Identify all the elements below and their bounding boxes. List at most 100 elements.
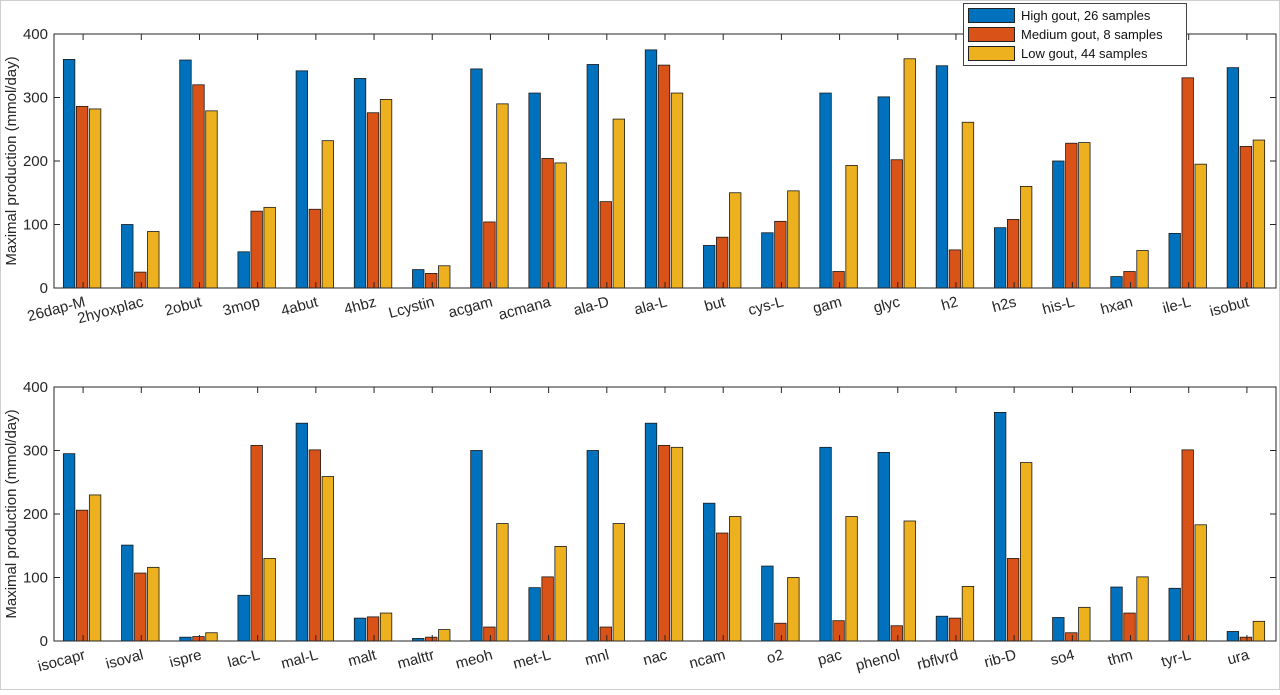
panel1-bar-his-L-s3 [1078, 142, 1091, 289]
panel1-bar-isobut-s3 [1252, 139, 1266, 289]
panel1-bar-Lcystin-s1 [412, 269, 425, 289]
panel1-bar-glyc-s1 [877, 96, 890, 289]
panel2-bar-nac-s3 [670, 446, 684, 642]
panel2-x-tick-label: ura [1226, 646, 1252, 668]
panel1-bar-h2-s2 [948, 249, 962, 289]
panel2-x-tick-label: ncam [687, 646, 727, 672]
panel1-y-tick-label: 400 [23, 26, 48, 43]
panel2-x-tick-label: isocapr [36, 646, 87, 675]
panel1-bar-isobut-s2 [1239, 145, 1253, 289]
panel2-bar-so4-s1 [1052, 617, 1065, 642]
legend-swatch-low [968, 46, 1015, 61]
panel2-bar-malttr-s3 [438, 629, 451, 642]
panel1-bar-2obut-s2 [192, 84, 205, 289]
panel1-bar-Lcystin-s3 [438, 265, 451, 289]
panel2-x-tick-label: phenol [854, 646, 902, 674]
panel1-x-tick-label: his-L [1041, 293, 1077, 318]
panel2-x-tick-label: nac [641, 646, 669, 669]
panel1-bar-gam-s3 [845, 165, 858, 289]
panel1-bar-glyc-s2 [890, 159, 903, 289]
panel2-bar-isoval-s2 [134, 572, 147, 642]
panel1-bar-acgam-s2 [483, 221, 496, 289]
legend-label-medium: Medium gout, 8 samples [1021, 27, 1163, 42]
panel2-bar-malt-s3 [379, 612, 393, 642]
panel2-x-tick-label: rib-D [982, 646, 1018, 671]
panel2-x-tick-label: tyr-L [1159, 646, 1192, 670]
panel1-bar-hxan-s2 [1123, 271, 1136, 289]
legend-label-low: Low gout, 44 samples [1021, 46, 1148, 61]
panel2-bar-malt-s1 [353, 617, 367, 642]
panel1-x-tick-label: acmana [497, 293, 554, 323]
panel2-bar-tyr-L-s3 [1194, 524, 1207, 642]
panel1-y-tick-label: 300 [23, 90, 48, 107]
panel1-x-tick-label: isobut [1208, 293, 1252, 320]
panel1-bar-gam-s1 [819, 92, 832, 289]
legend-swatch-high [968, 8, 1015, 23]
panel1-bar-cys-L-s2 [774, 220, 787, 289]
panel2-bar-tyr-L-s1 [1168, 587, 1181, 642]
panel2-x-tick-label: met-L [511, 646, 552, 672]
panel1-bar-ala-L-s3 [670, 92, 684, 289]
panel2-bar-pac-s1 [819, 446, 832, 642]
panel1-bar-4abut-s1 [295, 70, 309, 289]
panel1-y-tick-label: 0 [40, 280, 48, 297]
panel2-bar-ncam-s2 [716, 532, 729, 642]
panel2-bar-isoval-s1 [121, 544, 134, 642]
panel2-bar-rbflvrd-s2 [948, 617, 962, 642]
panel1-x-tick-label: gam [811, 293, 844, 317]
panel2-x-tick-label: mal-L [279, 646, 320, 672]
panel2-bar-meoh-s1 [470, 450, 483, 642]
panel2-bar-isocapr-s2 [75, 509, 89, 642]
panel1-bar-his-L-s1 [1052, 160, 1065, 289]
panel1-axes-frame [53, 33, 1277, 289]
panel2-bar-mal-L-s3 [321, 476, 335, 642]
panel2-bar-nac-s1 [644, 422, 658, 642]
panel2-x-tick-label: thm [1106, 646, 1135, 669]
panel2-bar-met-L-s3 [554, 545, 567, 642]
panel2-bar-thm-s2 [1123, 612, 1136, 642]
panel2-bar-so4-s2 [1065, 632, 1078, 642]
panel2-bar-thm-s1 [1110, 586, 1123, 642]
panel2-bar-ura-s2 [1239, 636, 1253, 642]
panel1-bar-3mop-s2 [250, 210, 263, 289]
panel1-bar-isobut-s1 [1226, 67, 1240, 289]
panel2-x-tick-label: mnl [583, 646, 611, 669]
panel2-bar-met-L-s2 [541, 576, 554, 642]
panel1-bar-ile-L-s1 [1168, 232, 1181, 289]
panel2-bar-mal-L-s2 [308, 449, 322, 642]
panel1-bar-but-s2 [716, 236, 729, 289]
panel2-x-tick-label: so4 [1049, 646, 1077, 669]
panel2-bar-mnl-s1 [586, 450, 599, 642]
panel2-bar-rbflvrd-s3 [961, 585, 975, 642]
legend-label-high: High gout, 26 samples [1021, 8, 1151, 23]
panel2-bar-meoh-s2 [483, 626, 496, 642]
panel1-bar-hxan-s1 [1110, 276, 1123, 289]
panel2-x-tick-label: pac [816, 646, 844, 669]
panel2-bar-lac-L-s2 [250, 445, 263, 642]
panel2-bar-meoh-s3 [496, 523, 509, 642]
panel2-bar-malt-s2 [366, 616, 380, 642]
panel1-x-tick-label: cys-L [746, 293, 785, 319]
panel1-bar-4hbz-s3 [379, 99, 393, 289]
panel1-bar-2obut-s1 [179, 59, 192, 289]
panel1-bar-cys-L-s1 [761, 232, 774, 289]
panel2-bar-mnl-s2 [599, 626, 612, 642]
panel1-x-tick-label: 4hbz [342, 293, 378, 318]
panel1-x-tick-label: acgam [447, 293, 495, 321]
panel1-bar-4hbz-s1 [353, 78, 367, 289]
panel2-bar-phenol-s1 [877, 452, 890, 642]
panel2-bar-so4-s3 [1078, 606, 1091, 642]
panel2-bar-o2-s3 [787, 577, 800, 642]
panel1-bar-4hbz-s2 [366, 112, 380, 289]
legend-entry-high: High gout, 26 samples [968, 7, 1150, 24]
panel2-bar-ura-s3 [1252, 620, 1266, 642]
panel2-bar-pac-s3 [845, 516, 858, 642]
panel1-y-tick-label: 100 [23, 217, 48, 234]
panel2-x-tick-label: rbflvrd [915, 646, 960, 673]
panel1-x-tick-label: ala-L [632, 293, 669, 318]
panel1-bar-glyc-s3 [903, 58, 916, 289]
panel2-bar-rbflvrd-s1 [935, 615, 949, 642]
panel1-bar-ala-D-s3 [612, 118, 625, 289]
panel1-x-tick-label: h2s [990, 293, 1018, 316]
